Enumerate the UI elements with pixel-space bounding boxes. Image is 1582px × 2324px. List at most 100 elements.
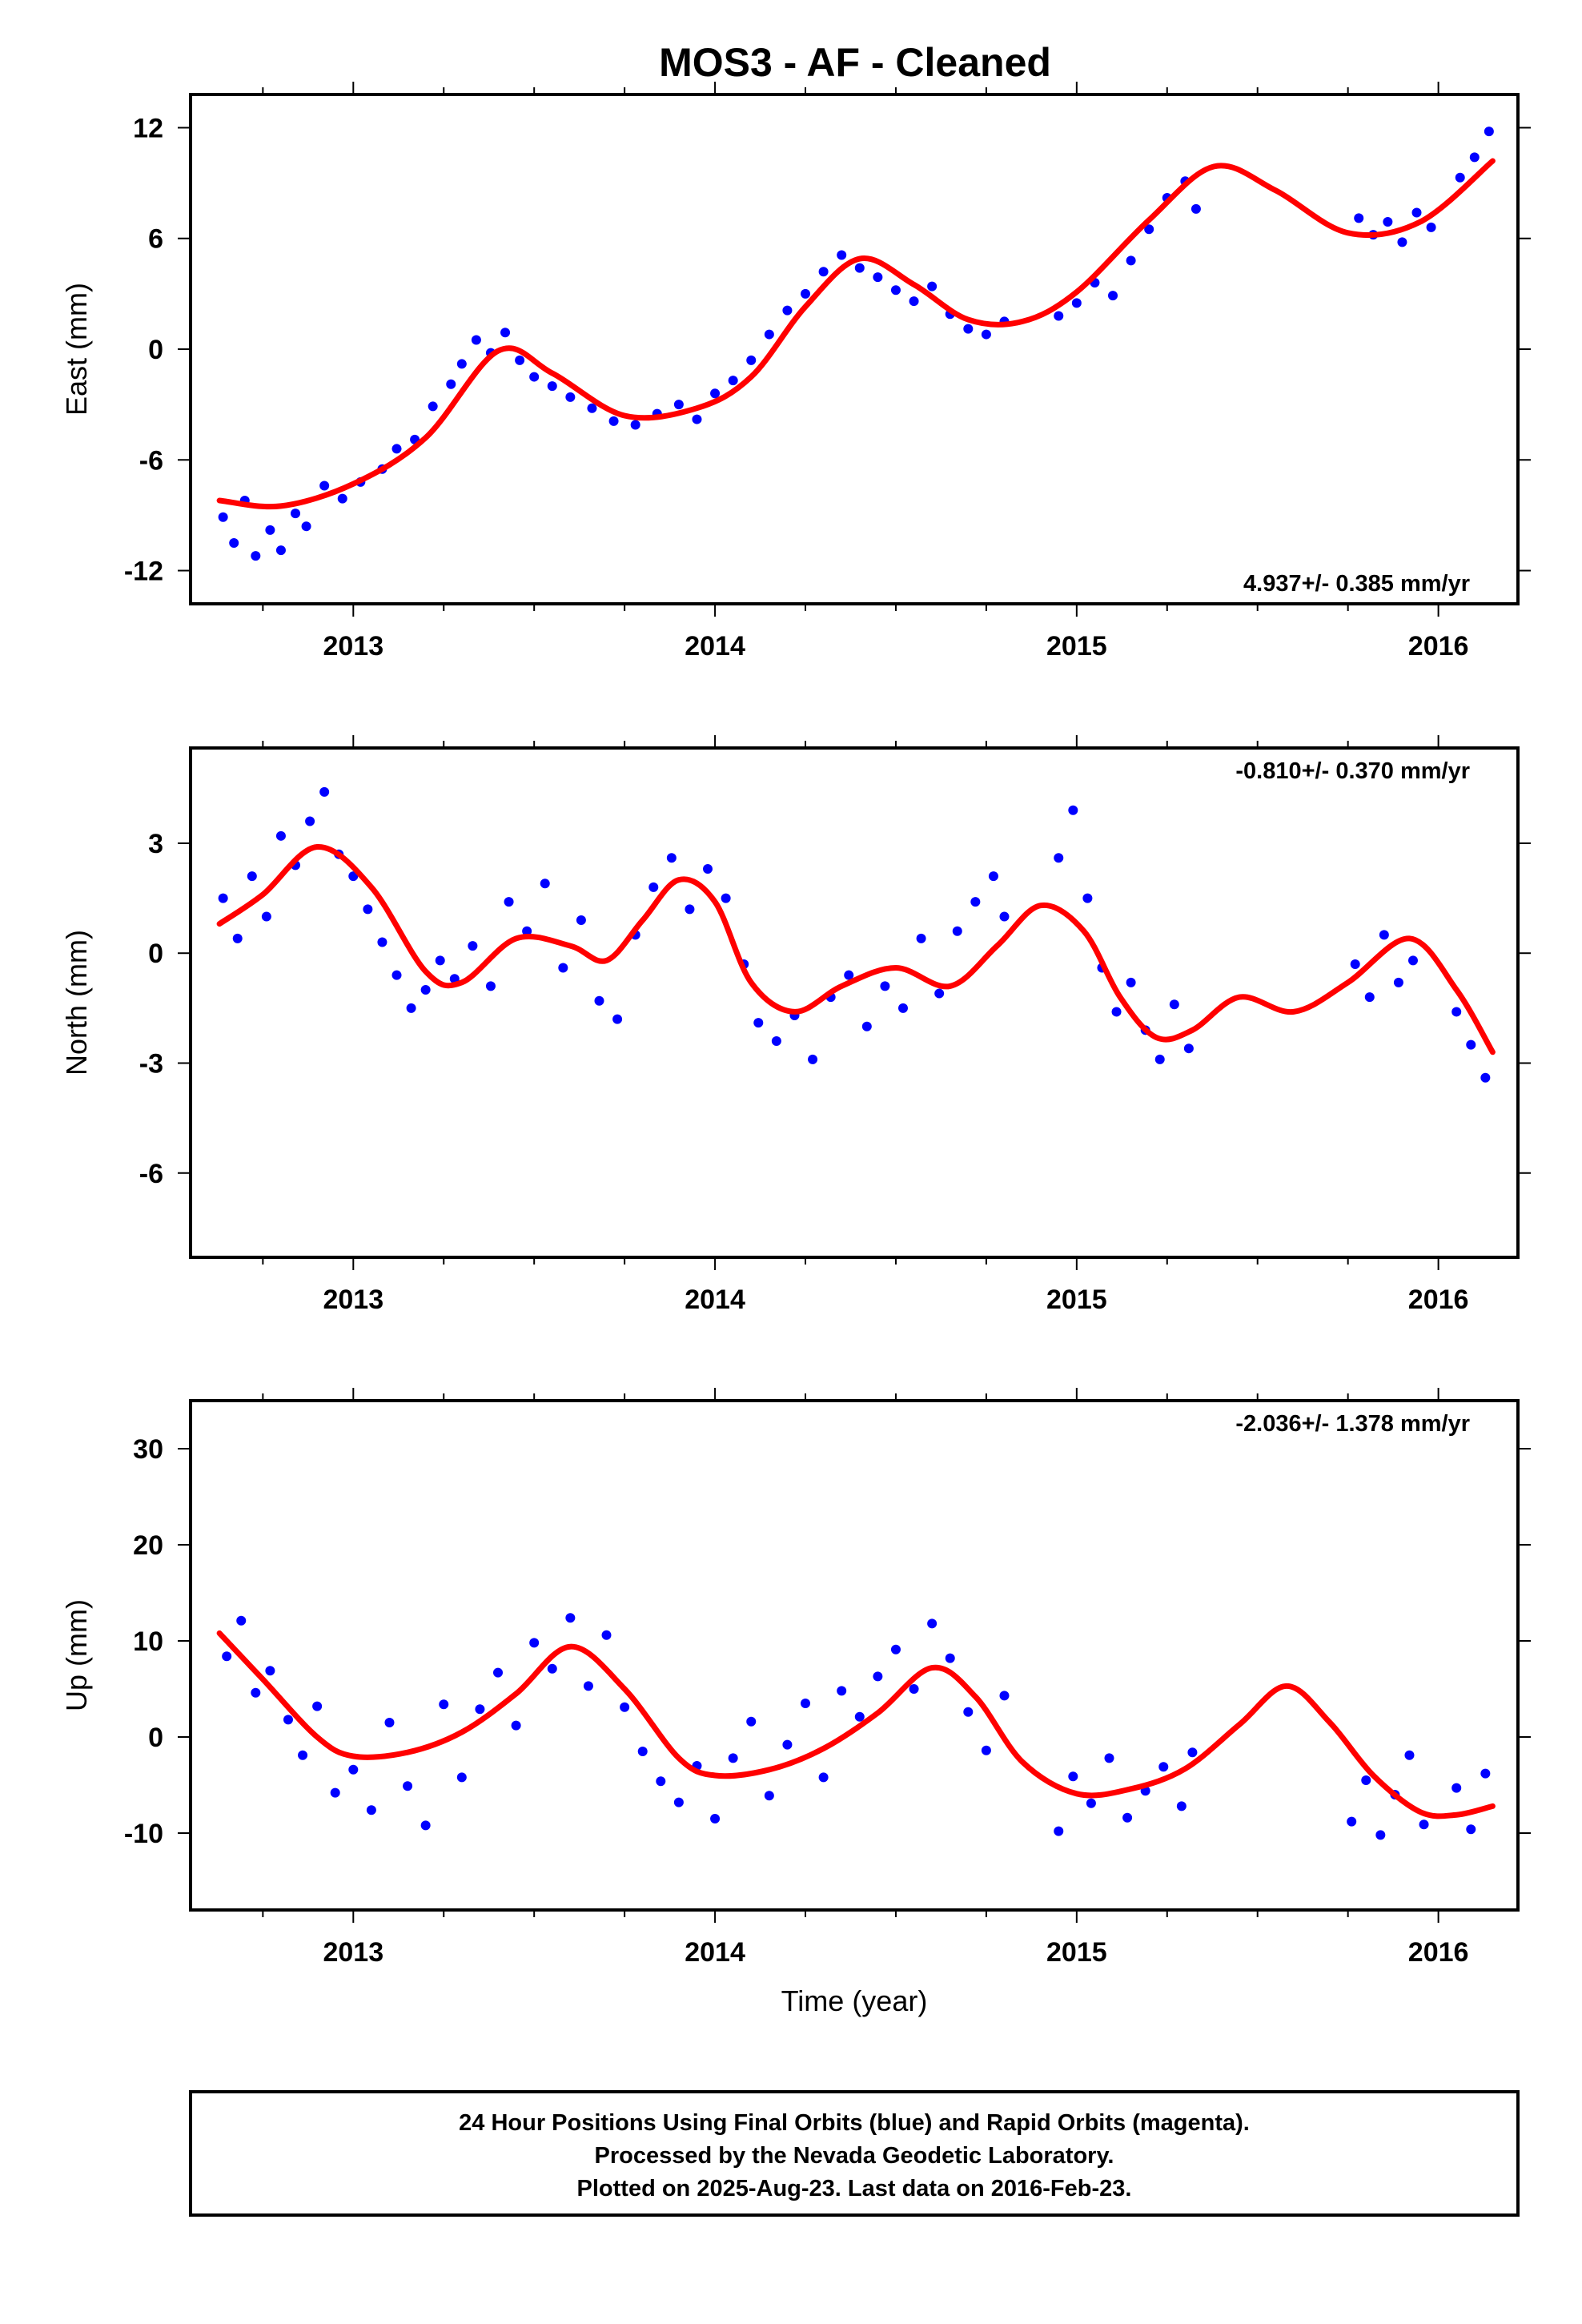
north-data-point [808,1054,818,1064]
north-data-point [406,1003,416,1013]
north-data-point [1379,930,1389,940]
north-y-tick-label: 3 [148,829,163,859]
east-y-axis-label: East (mm) [60,283,93,416]
east-data-point [251,551,261,561]
north-data-point [612,1014,623,1024]
east-data-point [565,392,576,402]
up-data-point [728,1753,738,1763]
up-data-point [493,1667,504,1678]
north-data-point [363,904,373,915]
east-data-point [890,285,901,296]
chart-title: MOS3 - AF - Cleaned [659,40,1051,85]
north-data-point [558,963,568,973]
up-data-point [439,1699,449,1710]
north-y-tick-label: -3 [139,1048,163,1079]
up-data-point [547,1663,557,1674]
up-data-point [818,1772,829,1783]
up-data-point [927,1618,938,1629]
east-data-point [673,400,684,410]
up-data-point [475,1704,485,1715]
east-data-point [265,525,275,535]
east-data-point [782,305,793,316]
east-data-point [692,414,702,424]
east-data-point [291,509,301,519]
north-data-point [771,1036,781,1047]
east-data-point [1411,207,1422,218]
north-x-tick-label: 2016 [1408,1285,1469,1315]
east-plot-frame [189,93,1520,605]
east-x-tick-label: 2016 [1408,631,1469,661]
up-data-point [999,1691,1010,1701]
east-data-point [981,329,991,340]
north-fit-curve [216,844,1496,1055]
north-data-point [1393,977,1403,987]
east-data-point [1426,222,1436,232]
north-x-tick-label: 2013 [323,1285,383,1315]
north-data-point [1364,992,1375,1003]
east-data-point [1191,203,1201,214]
up-rate-annotation: -2.036+/- 1.378 mm/yr [1235,1411,1470,1437]
north-data-point [685,904,695,915]
east-data-point [1144,224,1154,235]
north-data-point [988,871,998,882]
up-plot-frame [189,1399,1520,1912]
footer-line-3: Plotted on 2025-Aug-23. Last data on 201… [577,2176,1132,2201]
east-y-tick-label: 6 [148,224,163,255]
east-data-point [446,379,456,389]
east-data-point [1469,152,1480,163]
up-y-tick-label: 10 [133,1626,163,1657]
north-data-point [594,995,604,1006]
north-data-point [1126,977,1136,987]
up-data-point [298,1750,308,1760]
north-data-point [1154,1054,1165,1064]
up-data-point [1404,1750,1415,1760]
up-data-point [837,1686,847,1696]
up-fit-curve [216,1630,1496,1819]
north-data-point [391,970,402,980]
east-data-point [587,403,597,413]
up-data-point [222,1651,232,1662]
up-x-tick-label: 2016 [1408,1937,1469,1968]
up-data-point [1104,1753,1114,1763]
up-y-tick-label: 20 [133,1530,163,1561]
north-x-tick-label: 2014 [685,1285,745,1315]
up-data-point [1480,1768,1491,1779]
north-data-point [1068,805,1078,815]
up-data-point [583,1681,593,1691]
footer-line-2: Processed by the Nevada Geodetic Laborat… [595,2143,1114,2169]
up-data-point [909,1684,919,1694]
up-data-point [366,1805,376,1815]
north-data-point [1111,1007,1122,1017]
up-data-point [801,1699,811,1708]
north-data-point [261,911,271,922]
up-data-point [384,1718,395,1727]
up-data-point [710,1814,721,1823]
east-data-point [710,388,721,399]
north-data-point [666,853,677,863]
north-data-point [377,937,387,947]
east-y-tick-label: 0 [148,335,163,365]
up-x-axis-label: Time (year) [781,1984,928,2017]
up-data-point [637,1747,648,1756]
up-data-point [601,1630,612,1640]
north-data-point [1350,959,1360,969]
up-x-tick-label: 2013 [323,1937,383,1968]
north-data-point [275,830,286,841]
up-data-point [1176,1801,1186,1811]
east-data-point [837,250,847,260]
north-data-point [218,893,228,903]
north-data-point [540,879,550,889]
north-data-point [934,988,945,999]
north-x-tick-label: 2015 [1046,1285,1107,1315]
up-data-point [265,1666,275,1676]
north-data-point [504,897,514,907]
north-data-point [1082,893,1093,903]
north-data-point [844,970,854,980]
north-data-point [420,984,431,995]
footer-box: 24 Hour Positions Using Final Orbits (bl… [189,2090,1520,2217]
north-data-point [522,926,532,936]
north-data-point [1169,999,1179,1010]
up-data-point [782,1739,793,1750]
north-data-point [485,981,496,991]
up-data-point [1187,1747,1198,1758]
